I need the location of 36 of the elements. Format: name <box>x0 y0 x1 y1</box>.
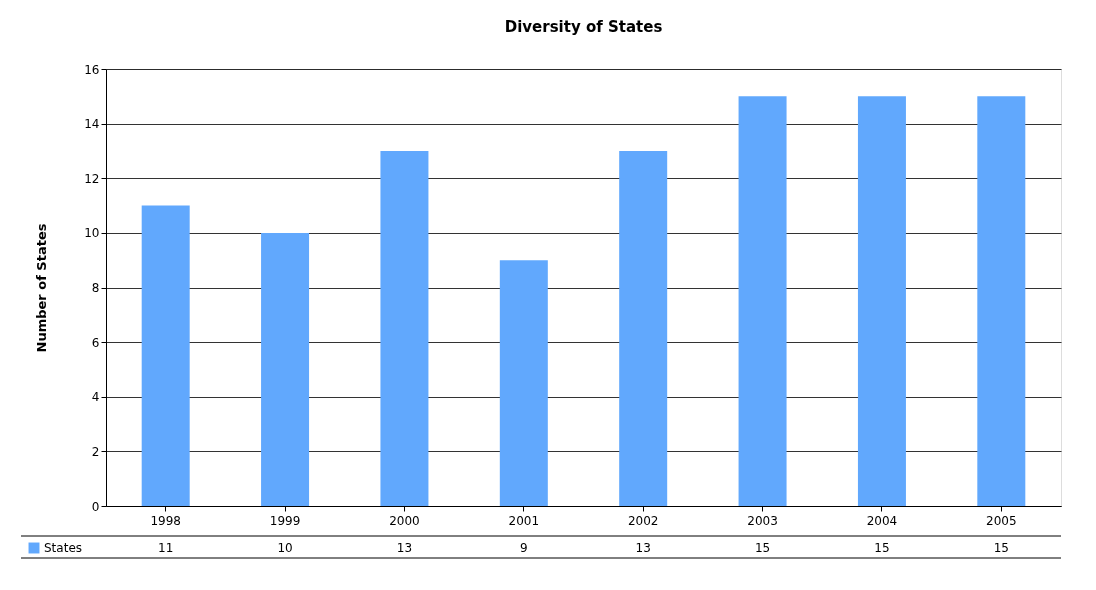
x-tick-label: 2004 <box>866 513 898 528</box>
bar <box>261 232 310 506</box>
y-tick-label: 6 <box>91 335 100 350</box>
x-tick-label: 2002 <box>627 513 659 528</box>
y-tick-label: 8 <box>91 281 100 295</box>
x-tick-label: 1999 <box>269 513 301 528</box>
y-tick-label: 10 <box>84 226 100 241</box>
x-tick-label: 1998 <box>150 513 181 528</box>
x-tick-label: 2005 <box>986 513 1017 528</box>
bar <box>141 205 190 506</box>
bar <box>380 150 429 506</box>
bar <box>619 150 668 506</box>
y-tick-label: 2 <box>91 444 100 459</box>
x-tick-label: 2003 <box>747 513 778 528</box>
legend-label: States <box>44 541 83 555</box>
chart-title: Diversity of States <box>504 18 663 36</box>
data-label: 13 <box>396 541 413 555</box>
y-tick-label: 14 <box>84 117 100 132</box>
data-label: 13 <box>635 541 651 555</box>
y-tick-label: 12 <box>84 171 100 186</box>
bar <box>977 96 1026 506</box>
bar <box>857 96 906 506</box>
data-label: 15 <box>754 541 771 555</box>
x-tick-label: 2001 <box>508 513 540 528</box>
data-label: 10 <box>277 541 293 555</box>
data-label: 11 <box>158 541 174 555</box>
bar <box>738 96 787 506</box>
y-tick-label: 4 <box>91 390 100 405</box>
y-tick-label: 16 <box>84 62 100 77</box>
y-tick-label: 0 <box>91 499 100 514</box>
bar <box>499 260 548 506</box>
y-axis-title: Number of States <box>34 223 50 353</box>
data-label: 9 <box>519 541 528 555</box>
data-label: 15 <box>874 541 890 555</box>
x-tick-label: 2000 <box>389 513 420 528</box>
data-label: 15 <box>993 541 1009 555</box>
